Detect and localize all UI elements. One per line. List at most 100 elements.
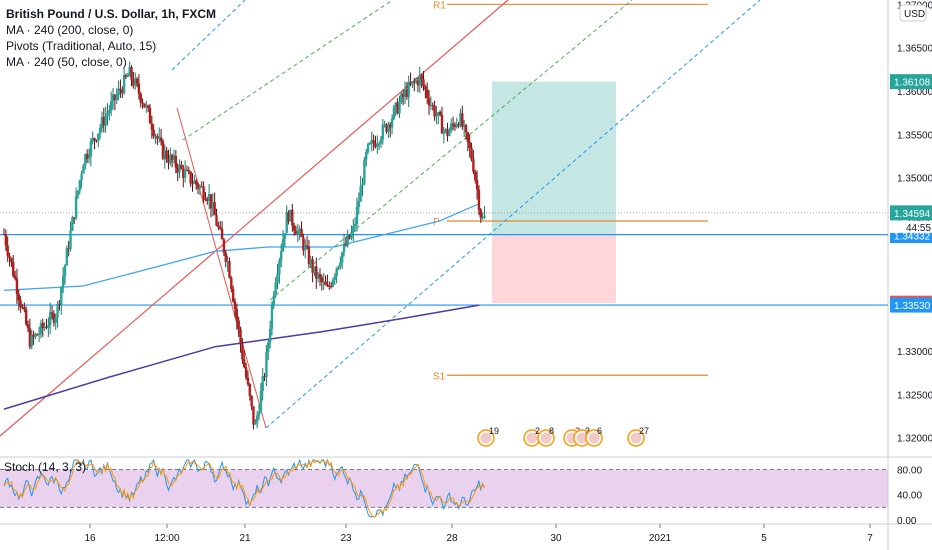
chart-legend: British Pound / U.S. Dollar, 1h, FXCM MA… <box>6 6 216 70</box>
candle <box>285 205 288 234</box>
flag-icon <box>540 432 552 444</box>
candle <box>270 301 274 336</box>
candle <box>109 91 113 116</box>
candle-body <box>228 261 231 278</box>
candle-body <box>122 75 126 94</box>
candle-body <box>366 143 370 152</box>
candle-body <box>381 124 385 140</box>
candle <box>4 229 8 251</box>
candle <box>257 404 261 420</box>
candle-body <box>420 74 423 80</box>
candle <box>335 267 338 284</box>
candle-body <box>296 231 300 235</box>
candle <box>427 90 431 116</box>
candle <box>294 225 298 236</box>
price-tick-label-8: 1.32500 <box>897 390 932 401</box>
candle-body <box>300 228 303 238</box>
candle-body <box>324 281 327 285</box>
candle-body <box>450 123 453 131</box>
candle-body <box>6 245 9 256</box>
candle-body <box>294 230 298 235</box>
stoch-legend[interactable]: Stoch (14, 3, 3) <box>4 460 87 474</box>
candle-body <box>431 104 434 106</box>
candle-body <box>183 170 187 178</box>
candle <box>470 142 473 162</box>
candle-body <box>26 324 30 329</box>
candle-body <box>97 133 100 141</box>
symbol-title[interactable]: British Pound / U.S. Dollar, 1h, FXCM <box>6 7 217 21</box>
flag-icon <box>630 432 642 444</box>
candle <box>444 128 447 134</box>
candle <box>477 185 481 216</box>
candle <box>468 134 471 158</box>
candle-body <box>429 104 433 106</box>
candle <box>185 165 189 172</box>
main-panel <box>0 0 888 455</box>
candle-body <box>84 154 87 166</box>
channel-line-upper <box>171 0 246 71</box>
candle <box>302 233 305 256</box>
candle <box>222 238 226 256</box>
candle-body <box>104 116 107 126</box>
candle-body <box>128 67 131 77</box>
candle-body <box>82 165 85 174</box>
candle-body <box>207 194 211 201</box>
candle-body <box>257 412 261 416</box>
candle-body <box>21 307 24 309</box>
price-label-box-1 <box>890 205 932 221</box>
candle-body <box>444 129 447 131</box>
candle <box>224 249 227 268</box>
candle <box>283 233 287 247</box>
candle <box>483 206 486 219</box>
candle-body <box>437 111 440 116</box>
indicator-pivots[interactable]: Pivots (Traditional, Auto, 15) <box>6 39 157 53</box>
candle-body <box>474 171 477 181</box>
candle <box>255 410 259 429</box>
time-tick-label-6: 2021 <box>649 533 672 544</box>
candle <box>154 133 157 144</box>
candle <box>213 192 216 216</box>
candle <box>169 147 172 166</box>
candle-body <box>224 252 227 263</box>
event-badge-circle <box>585 429 603 447</box>
candle <box>457 122 460 129</box>
candle <box>357 192 361 215</box>
candle-body <box>191 183 194 185</box>
candle-body <box>285 212 288 234</box>
candle <box>451 116 455 131</box>
candle-body <box>102 117 105 126</box>
candle <box>26 320 30 332</box>
candle-body <box>204 198 207 200</box>
candle-body <box>98 127 102 134</box>
candle <box>189 171 192 187</box>
candle-body <box>200 186 203 188</box>
candle <box>130 65 133 87</box>
channel-line-lower <box>265 0 761 429</box>
candle <box>54 313 57 330</box>
candle-body <box>47 325 50 328</box>
candle <box>252 406 255 430</box>
candle-body <box>298 228 301 232</box>
candle <box>191 173 194 192</box>
candle-body <box>187 170 190 172</box>
indicator-ma200[interactable]: MA · 240 (200, close, 0) <box>6 23 134 37</box>
candle <box>143 103 146 108</box>
candle <box>39 319 43 339</box>
candle-body <box>462 124 466 127</box>
candle-body <box>433 105 436 117</box>
indicator-ma50[interactable]: MA · 240 (50, close, 0) <box>6 55 127 69</box>
candle-body <box>60 287 63 305</box>
candle-body <box>292 225 296 231</box>
candle-body <box>403 89 407 97</box>
candle <box>352 218 355 242</box>
candle-body <box>230 277 233 289</box>
candle <box>272 290 276 309</box>
candle <box>139 91 142 108</box>
candle <box>36 333 39 336</box>
candle <box>379 135 383 148</box>
time-tick-label-2: 21 <box>239 533 251 544</box>
candle <box>340 251 344 269</box>
candle-body <box>385 124 388 132</box>
candle-body <box>255 415 259 423</box>
